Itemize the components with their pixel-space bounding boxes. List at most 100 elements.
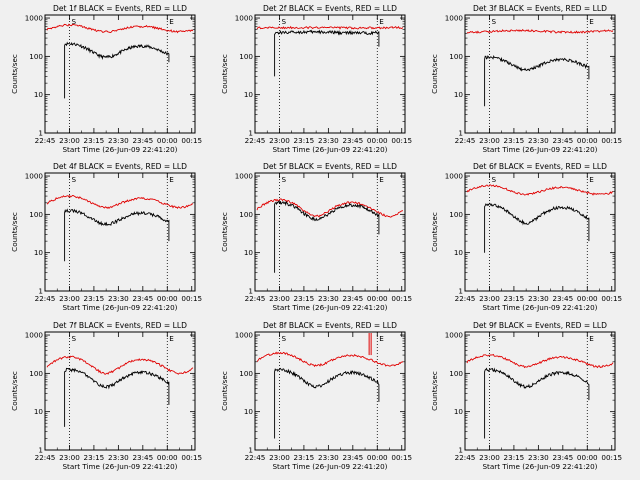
- y-axis-label: Counts/sec: [430, 371, 439, 411]
- lld-series-line: [256, 25, 404, 30]
- x-tick-label: 22:45: [35, 453, 56, 462]
- chart-title: Det 1f BLACK = Events, RED = LLD: [53, 4, 187, 13]
- time-marker-e: E: [589, 334, 594, 343]
- lld-series-line: [46, 194, 194, 209]
- y-axis-label: Counts/sec: [220, 54, 229, 94]
- events-series-line: [64, 367, 170, 427]
- time-marker-s: S: [491, 175, 496, 184]
- time-marker-e: E: [379, 334, 384, 343]
- x-tick-label: 23:00: [479, 453, 500, 462]
- x-tick-label: 23:30: [528, 453, 549, 462]
- y-tick-label: 10: [454, 90, 464, 99]
- y-tick-label: 10: [454, 407, 464, 416]
- y-tick-label: 100: [239, 369, 253, 378]
- x-tick-label: 22:45: [455, 136, 476, 145]
- x-tick-label: 23:45: [552, 294, 573, 303]
- x-tick-label: 00:00: [367, 136, 388, 145]
- chart-title: Det 7f BLACK = Events, RED = LLD: [53, 321, 187, 330]
- x-tick-label: 23:00: [269, 294, 290, 303]
- time-marker-e: E: [169, 17, 174, 26]
- x-tick-label: 00:00: [157, 453, 178, 462]
- x-tick-label: 23:00: [479, 294, 500, 303]
- x-tick-label: 00:15: [181, 453, 202, 462]
- x-tick-label: 22:45: [35, 136, 56, 145]
- y-axis-label: Counts/sec: [10, 54, 19, 94]
- x-axis-label: Start Time (26-Jun-09 22:41:20): [272, 462, 387, 471]
- x-tick-label: 23:30: [108, 294, 129, 303]
- x-tick-label: 23:00: [59, 136, 80, 145]
- x-tick-label: 23:45: [342, 453, 363, 462]
- y-tick-label: 10: [244, 248, 254, 257]
- x-tick-label: 00:00: [157, 294, 178, 303]
- chart-panel-2: Det 2f BLACK = Events, RED = LLD 1 10 100 10…: [220, 4, 412, 154]
- y-tick-label: 1: [248, 129, 253, 138]
- x-tick-label: 22:45: [35, 294, 56, 303]
- x-axis-label: Start Time (26-Jun-09 22:41:20): [62, 462, 177, 471]
- y-axis-label: Counts/sec: [430, 212, 439, 252]
- x-tick-label: 00:15: [601, 136, 622, 145]
- y-tick-label: 1000: [25, 172, 44, 181]
- x-tick-label: 23:15: [504, 136, 525, 145]
- x-axis-label: Start Time (26-Jun-09 22:41:20): [482, 462, 597, 471]
- chart-title: Det 4f BLACK = Events, RED = LLD: [53, 162, 187, 171]
- lld-series-line: [466, 28, 614, 34]
- x-tick-label: 00:00: [577, 294, 598, 303]
- y-tick-label: 100: [29, 210, 43, 219]
- x-tick-label: 00:00: [367, 294, 388, 303]
- x-tick-label: 00:00: [577, 136, 598, 145]
- x-tick-label: 23:15: [504, 453, 525, 462]
- y-tick-label: 10: [244, 90, 254, 99]
- y-axis-label: Counts/sec: [220, 371, 229, 411]
- x-tick-label: 23:30: [318, 294, 339, 303]
- x-tick-label: 23:00: [269, 453, 290, 462]
- x-tick-label: 23:45: [132, 453, 153, 462]
- chart-panel-9: Det 9f BLACK = Events, RED = LLD 1 10 100 10…: [430, 321, 622, 471]
- x-tick-label: 23:30: [528, 136, 549, 145]
- chart-panel-5: Det 5f BLACK = Events, RED = LLD 1 10 100 10…: [220, 162, 412, 312]
- y-tick-label: 10: [34, 248, 44, 257]
- events-series-line: [64, 208, 170, 262]
- y-axis-label: Counts/sec: [10, 212, 19, 252]
- y-axis-label: Counts/sec: [220, 212, 229, 252]
- y-tick-label: 1000: [235, 331, 254, 340]
- plot-frame: [464, 172, 616, 292]
- chart-panel-1: Det 1f BLACK = Events, RED = LLD 1 10 100 10…: [10, 4, 202, 154]
- time-marker-e: E: [379, 175, 384, 184]
- x-tick-label: 00:15: [391, 136, 412, 145]
- x-tick-label: 23:30: [108, 453, 129, 462]
- x-tick-label: 23:45: [552, 136, 573, 145]
- time-marker-e: E: [379, 17, 384, 26]
- y-tick-label: 10: [244, 407, 254, 416]
- y-tick-label: 1000: [25, 14, 44, 23]
- y-tick-label: 1000: [445, 172, 464, 181]
- x-tick-label: 22:45: [245, 453, 266, 462]
- y-tick-label: 100: [449, 52, 463, 61]
- chart-title: Det 6f BLACK = Events, RED = LLD: [473, 162, 607, 171]
- x-axis-label: Start Time (26-Jun-09 22:41:20): [62, 303, 177, 312]
- y-tick-label: 100: [29, 52, 43, 61]
- y-tick-label: 1000: [445, 331, 464, 340]
- y-tick-label: 10: [34, 407, 44, 416]
- chart-panel-8: Det 8f BLACK = Events, RED = LLD 1 10 100 10…: [220, 321, 412, 471]
- time-marker-s: S: [491, 334, 496, 343]
- y-tick-label: 1000: [25, 331, 44, 340]
- x-tick-label: 23:15: [84, 453, 105, 462]
- x-axis-label: Start Time (26-Jun-09 22:41:20): [482, 145, 597, 154]
- time-marker-s: S: [281, 334, 286, 343]
- lld-series-line: [466, 184, 614, 196]
- x-tick-label: 00:00: [157, 136, 178, 145]
- chart-title: Det 9f BLACK = Events, RED = LLD: [473, 321, 607, 330]
- plot-frame: [464, 14, 616, 134]
- x-tick-label: 00:15: [601, 294, 622, 303]
- y-tick-label: 1: [458, 446, 463, 455]
- x-tick-label: 23:15: [504, 294, 525, 303]
- time-marker-s: S: [71, 175, 76, 184]
- time-marker-s: S: [281, 17, 286, 26]
- time-marker-s: S: [491, 17, 496, 26]
- events-series-line: [274, 367, 380, 439]
- y-axis-label: Counts/sec: [430, 54, 439, 94]
- y-tick-label: 100: [239, 52, 253, 61]
- events-series-line: [484, 202, 590, 253]
- plot-frame: [254, 14, 406, 134]
- chart-title: Det 3f BLACK = Events, RED = LLD: [473, 4, 607, 13]
